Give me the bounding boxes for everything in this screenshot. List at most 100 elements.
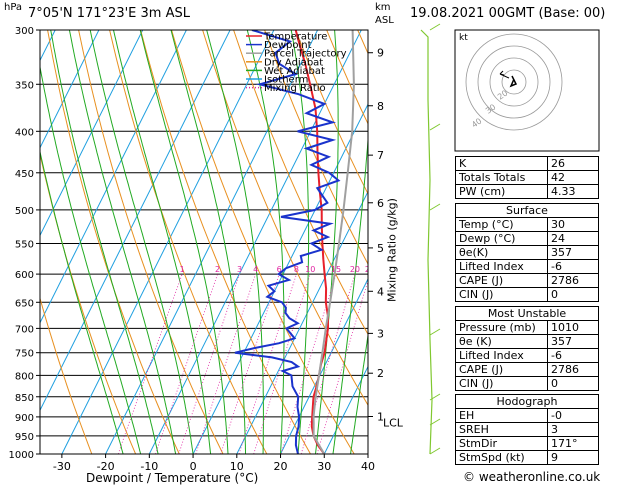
dry-adiabat-line bbox=[47, 30, 180, 454]
mu-row: CAPE (J) 2786 bbox=[455, 362, 599, 377]
surface-row: Dewp (°C) 24 bbox=[455, 231, 599, 246]
isotherm-line bbox=[236, 190, 368, 454]
isotherm-line bbox=[40, 30, 231, 412]
dry-adiabat-line bbox=[606, 30, 629, 454]
km-tick-label: 8 bbox=[377, 100, 384, 113]
mixing-ratio-line bbox=[195, 273, 256, 454]
surface-row: CIN (J) 0 bbox=[455, 287, 599, 302]
surface-table: Surface Temp (°C) 30 Dewp (°C) 24 θe(K) 357… bbox=[455, 203, 599, 302]
pressure-tick-label: 500 bbox=[15, 206, 34, 217]
wind-barb bbox=[429, 23, 441, 31]
pressure-tick-label: 800 bbox=[15, 371, 34, 382]
pressure-tick-label: 850 bbox=[15, 393, 34, 404]
dry-adiabat-line bbox=[40, 152, 137, 454]
wet-adiabat-line bbox=[50, 30, 159, 454]
isotherm-line bbox=[0, 30, 12, 454]
isotherm-line bbox=[61, 30, 275, 454]
hodograph-kt-label: kt bbox=[459, 33, 468, 43]
pressure-tick-label: 700 bbox=[15, 324, 34, 335]
hodo-row: StmDir 171° bbox=[455, 436, 599, 451]
legend-entry: Temperature bbox=[263, 32, 327, 43]
wet-adiabat-line bbox=[89, 30, 194, 454]
legend-entry: Dewpoint bbox=[264, 40, 312, 51]
plot-frame bbox=[39, 29, 369, 455]
wet-adiabat-line bbox=[40, 64, 142, 454]
isotherm-line bbox=[280, 277, 368, 454]
dry-adiabat-line bbox=[40, 296, 93, 454]
wet-adiabat-line bbox=[68, 30, 177, 454]
surface-row: CAPE (J) 2786 bbox=[455, 273, 599, 288]
pressure-tick-label: 550 bbox=[15, 239, 34, 250]
mixing-ratio-label: 20 bbox=[350, 265, 360, 274]
location-title: 7°05'N 171°23'E 3m ASL bbox=[28, 6, 190, 21]
hodograph-trace bbox=[509, 75, 518, 88]
wet-adiabat-line bbox=[350, 332, 368, 454]
hodo-row: SREH 3 bbox=[455, 422, 599, 437]
hpa-label: hPa bbox=[4, 2, 23, 13]
mixing-ratio-label: 4 bbox=[253, 265, 258, 274]
index-row: PW (cm) 4.33 bbox=[455, 184, 599, 199]
pressure-tick-label: 750 bbox=[15, 349, 34, 360]
mixing-ratio-line bbox=[300, 273, 356, 454]
surface-row: θe(K) 357 bbox=[455, 245, 599, 260]
wind-barb bbox=[429, 123, 441, 131]
temperature-tick-label: 40 bbox=[361, 460, 375, 473]
mixing-ratio-line bbox=[316, 279, 368, 454]
mixing-ratio-label: 6 bbox=[277, 265, 282, 274]
dry-adiabat-line bbox=[233, 30, 368, 336]
x-axis-title: Dewpoint / Temperature (°C) bbox=[86, 471, 259, 485]
temperature-tick-label: 20 bbox=[274, 460, 288, 473]
wet-adiabat-line bbox=[170, 30, 246, 454]
hodo-row: StmSpd (kt) 9 bbox=[455, 450, 599, 465]
wet-adiabat-line bbox=[139, 30, 229, 454]
wind-barb bbox=[429, 447, 441, 455]
indices-table: K 26 Totals Totals 42 PW (cm) 4.33 bbox=[455, 156, 599, 199]
isotherm-line bbox=[148, 30, 362, 454]
temperature-tick-label: -10 bbox=[140, 460, 158, 473]
wind-barb bbox=[429, 418, 441, 426]
mixing-ratio-axis-title: Mixing Ratio (g/kg) bbox=[385, 198, 399, 302]
wet-adiabat-line bbox=[206, 30, 264, 454]
dewpoint-line bbox=[234, 30, 341, 454]
km-tick-label: 2 bbox=[377, 367, 384, 380]
pressure-tick-label: 300 bbox=[15, 26, 34, 37]
dry-adiabat-line bbox=[295, 30, 368, 195]
km-tick-label: 5 bbox=[377, 242, 384, 255]
hodograph-ring bbox=[477, 45, 551, 119]
hodograph-header: Hodograph bbox=[455, 394, 599, 409]
mu-row: Pressure (mb) 1010 bbox=[455, 320, 599, 335]
index-row: Totals Totals 42 bbox=[455, 170, 599, 185]
km-tick-label: 7 bbox=[377, 149, 384, 162]
parcel-trajectory-line bbox=[312, 30, 355, 454]
mixing-ratio-label: 8 bbox=[294, 265, 299, 274]
pressure-tick-label: 650 bbox=[15, 298, 34, 309]
storm-motion-arrow bbox=[499, 70, 510, 79]
temperature-tick-label: -30 bbox=[53, 460, 71, 473]
pressure-tick-label: 600 bbox=[15, 270, 34, 281]
km-tick-label: 9 bbox=[377, 47, 384, 60]
isotherm-line bbox=[40, 30, 100, 149]
mixing-ratio-line bbox=[220, 273, 280, 454]
wet-adiabat-line bbox=[40, 149, 124, 454]
wet-adiabat-line bbox=[290, 30, 310, 454]
isotherm-line bbox=[192, 103, 368, 454]
surface-row: Temp (°C) 30 bbox=[455, 217, 599, 232]
dry-adiabat-line bbox=[171, 30, 355, 454]
most-unstable-table: Most Unstable Pressure (mb) 1010 θe (K) 35… bbox=[455, 306, 599, 391]
km-tick-label: 3 bbox=[377, 327, 384, 340]
surface-row: Lifted Index -6 bbox=[455, 259, 599, 274]
temperature-line bbox=[294, 30, 330, 454]
index-row: K 26 bbox=[455, 156, 599, 171]
mixing-ratio-label: 25 bbox=[365, 265, 375, 274]
hodograph-ring bbox=[501, 69, 527, 95]
legend-entry: Dry Adiabat bbox=[264, 57, 323, 68]
pressure-tick-label: 350 bbox=[15, 80, 34, 91]
legend-entry: Isotherm bbox=[264, 75, 308, 86]
legend-entry: Wet Adiabat bbox=[264, 66, 325, 77]
wet-adiabat-line bbox=[246, 30, 285, 454]
km-label: km bbox=[375, 2, 391, 13]
mixing-ratio-line bbox=[178, 273, 240, 454]
wind-barb bbox=[429, 328, 441, 336]
temperature-tick-label: 0 bbox=[190, 460, 197, 473]
